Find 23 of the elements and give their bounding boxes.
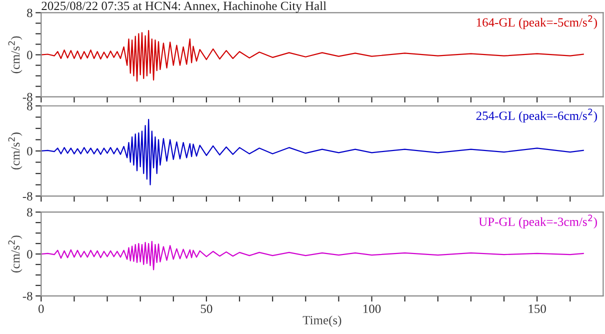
x-tick-label: 0	[38, 304, 44, 314]
line-series	[41, 240, 584, 270]
x-axis-title: Time(s)	[302, 316, 342, 327]
y-tick-label: 0	[27, 250, 32, 258]
y-axis-title: (cm/s$^{2}$)	[8, 236, 22, 272]
x-tick-label: 150	[528, 304, 546, 314]
y-tick-label: 8	[27, 102, 32, 110]
y-tick-label: -8	[22, 192, 32, 201]
series-label: UP-GL (peak=-3cm/s$^{2}$)	[478, 214, 597, 229]
x-tick-label: 100	[363, 304, 381, 314]
y-tick-label: 0	[27, 146, 32, 156]
y-tick-label: -8	[22, 92, 32, 102]
y-tick-label: 8	[27, 208, 32, 217]
chart-title: 2025/08/22 07:35 at HCN4: Annex, Hachinohe City Hall	[42, 1, 326, 13]
text: 254-GL (peak=-6cm/s$^{2}$)	[476, 108, 597, 123]
y-axis-title: (cm/s$^{2}$)	[8, 132, 22, 170]
y-tick-label: -8	[22, 292, 32, 300]
series-label: 164-GL (peak=-5cm/s$^{2}$)	[476, 15, 597, 30]
x-tick-label: 50	[200, 304, 212, 314]
y-tick-label: 8	[27, 8, 32, 18]
y-tick-label: 0	[27, 50, 32, 60]
y-axis-title: (cm/s$^{2}$)	[8, 36, 22, 74]
line-series	[41, 30, 584, 82]
